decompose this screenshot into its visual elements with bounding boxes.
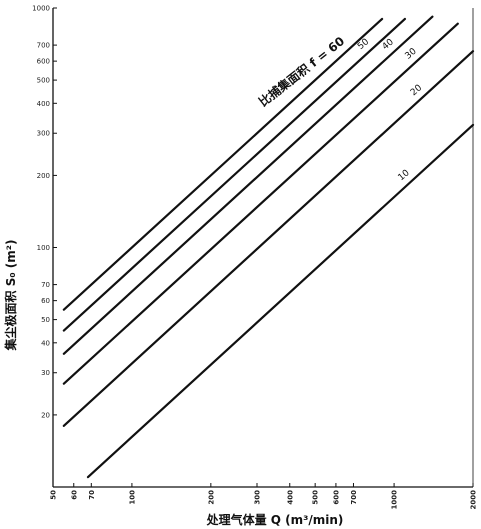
x-tick-label: 60 bbox=[70, 490, 78, 500]
x-tick-label: 1000 bbox=[391, 490, 399, 510]
x-tick-label: 700 bbox=[350, 490, 358, 505]
y-tick-label: 20 bbox=[41, 411, 50, 419]
x-tick-label: 600 bbox=[332, 490, 340, 505]
series-line bbox=[86, 123, 475, 479]
series-line bbox=[62, 17, 384, 311]
x-tick-label: 100 bbox=[128, 490, 136, 505]
x-tick-label: 200 bbox=[207, 490, 215, 505]
series-label: 10 bbox=[397, 168, 412, 183]
y-tick-label: 100 bbox=[37, 244, 50, 252]
y-tick-label: 400 bbox=[37, 100, 50, 108]
y-tick-label: 200 bbox=[37, 172, 50, 180]
y-tick-label: 60 bbox=[41, 297, 50, 305]
series-line bbox=[62, 50, 475, 427]
y-tick-label: 1000 bbox=[32, 5, 50, 13]
x-tick-label: 2000 bbox=[470, 490, 478, 510]
y-tick-label: 50 bbox=[41, 316, 50, 324]
y-axis: 20 30 40 50 60 70 100 200 300 400 500 600 700 1000 bbox=[32, 5, 57, 419]
series-line bbox=[62, 22, 459, 385]
series-label: 50 bbox=[356, 37, 371, 52]
y-tick-label: 40 bbox=[41, 339, 50, 347]
y-tick-label: 700 bbox=[37, 42, 50, 50]
y-tick-label: 300 bbox=[37, 130, 50, 138]
series-label: 30 bbox=[404, 46, 419, 61]
y-tick-label: 30 bbox=[41, 369, 50, 377]
x-tick-label: 400 bbox=[286, 490, 294, 505]
x-axis: 50 60 70 100 200 300 400 500 600 700 1000 2000 bbox=[50, 483, 478, 509]
y-tick-label: 70 bbox=[41, 281, 50, 289]
series-line bbox=[62, 17, 407, 332]
x-axis-title: 处理气体量 Q (m³/min) bbox=[206, 512, 344, 527]
plot-frame bbox=[52, 8, 474, 488]
x-tick-label: 70 bbox=[88, 490, 96, 500]
series-lines bbox=[62, 15, 475, 479]
x-tick-label: 300 bbox=[254, 490, 262, 505]
x-tick-label: 500 bbox=[312, 490, 320, 505]
series-label: 20 bbox=[409, 83, 424, 98]
y-tick-label: 500 bbox=[37, 77, 50, 85]
y-axis-title: 集尘极面积 S₀ (m²) bbox=[3, 240, 18, 352]
x-tick-label: 50 bbox=[50, 490, 58, 500]
y-tick-label: 600 bbox=[37, 58, 50, 66]
series-line bbox=[62, 15, 434, 355]
chart-annotation: 比捕集面积 f = 60 bbox=[256, 33, 348, 109]
